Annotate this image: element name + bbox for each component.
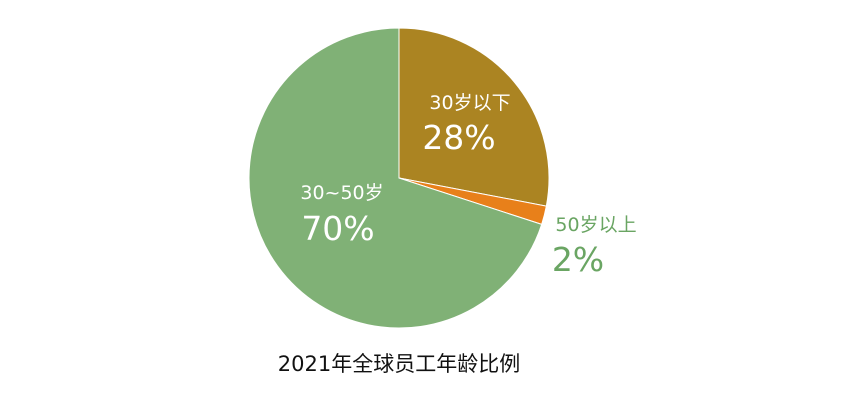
slice-value-under-30: 28% xyxy=(422,118,495,157)
chart-title: 2021年全球员工年龄比例 xyxy=(278,352,520,376)
pie-slices xyxy=(248,27,550,329)
slice-value-30-50: 70% xyxy=(301,209,374,248)
slice-label-under-30: 30岁以下 xyxy=(429,92,510,114)
pie-slice-0 xyxy=(398,27,550,207)
slice-label-30-50: 30~50岁 xyxy=(300,182,383,204)
slice-label-over-50: 50岁以上 xyxy=(555,214,636,236)
pie-slice-2 xyxy=(248,27,543,329)
slice-value-over-50: 2% xyxy=(552,240,604,279)
